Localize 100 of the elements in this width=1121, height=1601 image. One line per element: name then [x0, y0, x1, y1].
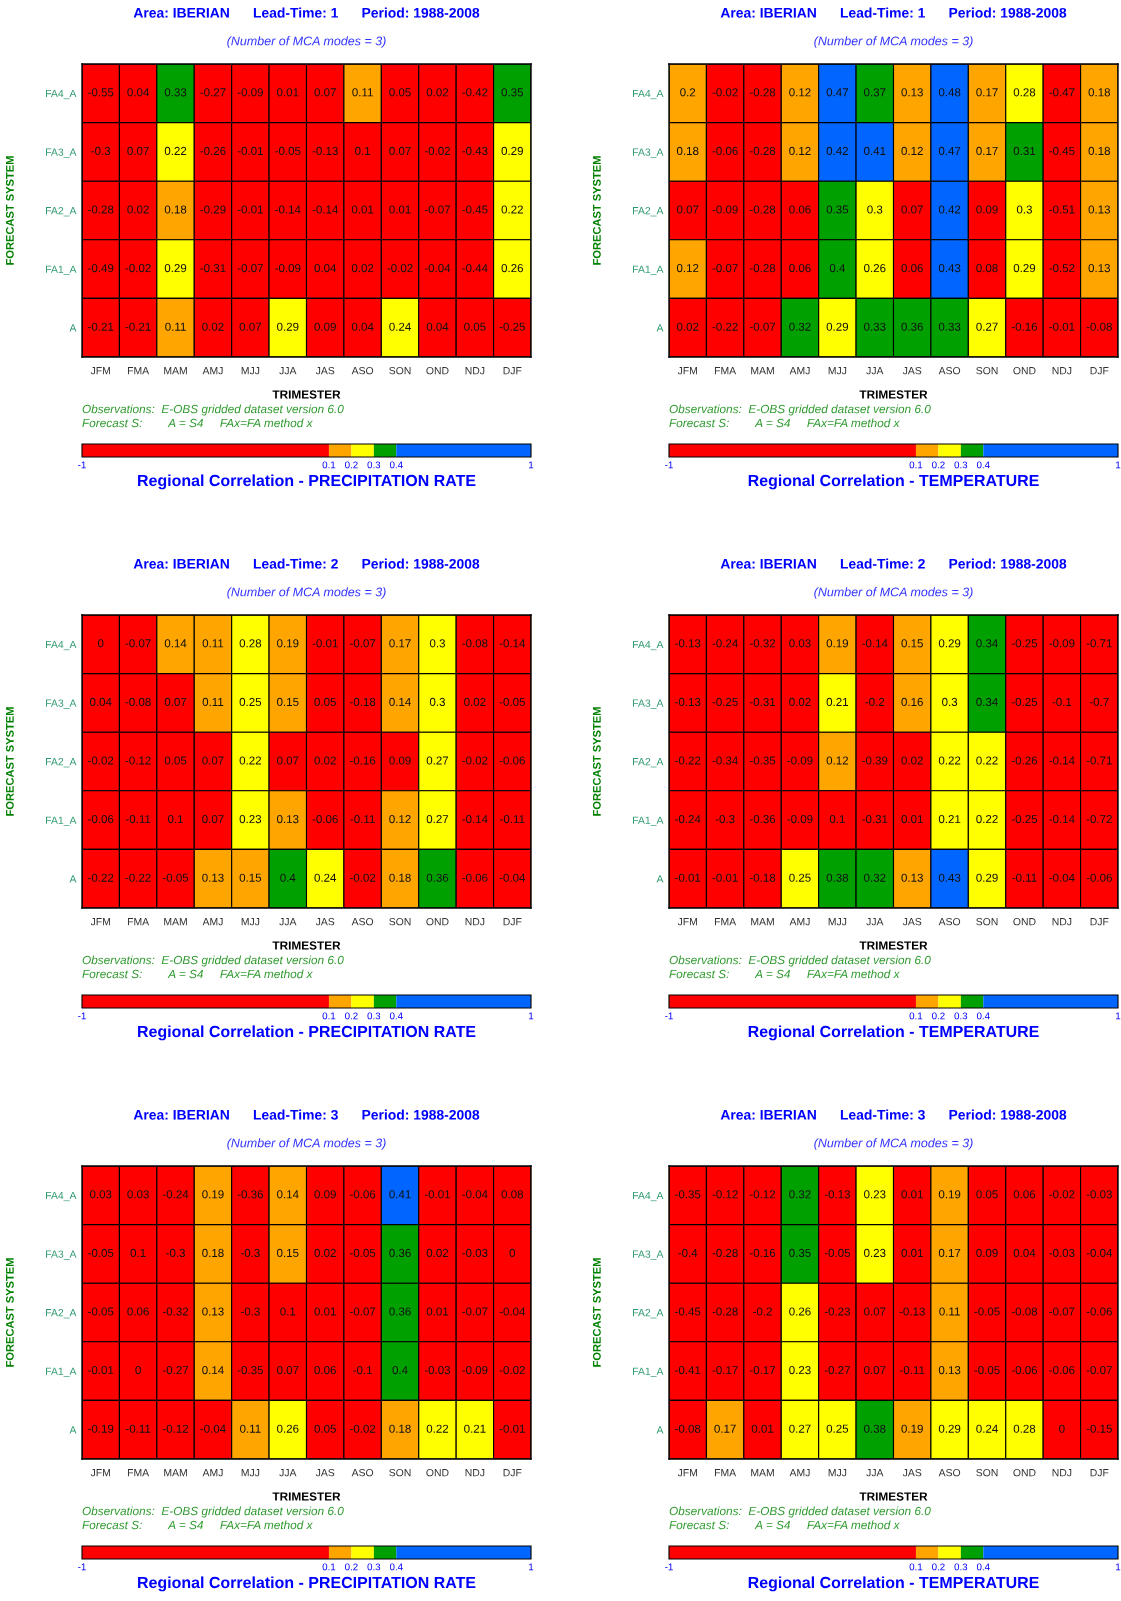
data-label: -0.16	[749, 1248, 776, 1257]
x-tick-label: AMJ	[789, 918, 810, 926]
data-label: -0.3	[715, 815, 735, 824]
data-label: 0.27	[426, 756, 449, 765]
data-label: -0.07	[125, 639, 151, 648]
data-label: -0.39	[862, 756, 888, 765]
x-tick-label: OND	[426, 1469, 449, 1477]
data-label: -0.34	[712, 756, 738, 765]
data-label: 0.43	[938, 873, 961, 882]
data-label: 0.27	[976, 322, 998, 331]
data-label: 0.18	[1088, 88, 1111, 97]
data-label: -0.05	[499, 697, 525, 706]
data-label: -0.51	[1049, 205, 1075, 214]
data-label: 0.36	[426, 873, 449, 882]
data-label: -0.18	[749, 873, 776, 882]
data-label: 0.06	[789, 264, 811, 273]
x-tick-label: FMA	[127, 367, 150, 375]
data-label: 0.11	[202, 639, 224, 648]
color-bar-label: 0.3	[954, 461, 968, 469]
x-tick-label: AMJ	[789, 367, 810, 375]
data-label: -0.24	[712, 639, 738, 648]
data-label: -0.21	[88, 322, 114, 331]
data-label: -0.07	[749, 322, 776, 331]
data-label: -0.25	[1011, 815, 1038, 824]
data-label: -0.02	[1049, 1190, 1075, 1199]
x-tick-label: AMJ	[202, 918, 223, 926]
data-label: 0.01	[901, 815, 923, 824]
data-label: 0.43	[938, 264, 961, 273]
y-tick-label: FA1_A	[46, 816, 77, 826]
x-tick-label: MAM	[164, 918, 187, 926]
data-label: 0.12	[789, 88, 811, 97]
data-label: 0.07	[314, 88, 336, 97]
data-label: 0.1	[280, 1307, 296, 1316]
data-label: -0.05	[88, 1307, 114, 1316]
y-tick-label: FA4_A	[46, 640, 77, 651]
data-label: 0.25	[789, 873, 811, 882]
color-bar-title: Regional Correlation - TEMPERATURE	[748, 1025, 1039, 1041]
data-label: 0.35	[501, 88, 524, 97]
data-label: 0.13	[1088, 264, 1110, 273]
data-label: -0.24	[162, 1190, 189, 1199]
data-label: 0.04	[426, 322, 449, 331]
color-bar-label: 1	[529, 461, 534, 469]
chart-title: Area: IBERIAN Lead-Time: 2 Period: 1988-2008	[133, 558, 480, 569]
data-label: 0.26	[277, 1424, 299, 1433]
data-label: 0.38	[864, 1424, 886, 1433]
x-tick-label: JAS	[902, 918, 922, 926]
data-label: -0.03	[1086, 1190, 1112, 1199]
data-label: -0.72	[1086, 815, 1112, 824]
color-bar-label: 0.3	[954, 1563, 968, 1571]
data-label: -0.11	[125, 815, 151, 824]
data-label: -0.02	[350, 873, 376, 882]
data-label: -0.04	[499, 873, 526, 882]
data-label: 0.22	[239, 756, 262, 765]
y-axis-title: FORECAST SYSTEM	[592, 156, 601, 265]
x-tick-label: DJF	[1090, 367, 1109, 375]
data-label: 0.14	[202, 1366, 224, 1375]
data-label: 0.05	[464, 322, 486, 331]
text: Forecast S: A = S4 FAx=FA method x	[669, 418, 900, 428]
data-label: 0.03	[89, 1190, 112, 1199]
y-tick-label: FA1_A	[633, 265, 664, 275]
y-tick-label: A	[69, 875, 77, 883]
data-label: 0.06	[1013, 1190, 1036, 1199]
color-bar-label: 1	[529, 1012, 534, 1020]
data-label: 0.06	[901, 264, 923, 273]
x-tick-label: JAS	[315, 367, 335, 375]
data-label: 0.15	[901, 639, 923, 648]
x-tick-label: JJA	[866, 1469, 884, 1477]
data-label: -0.19	[88, 1424, 114, 1433]
data-label: -0.55	[88, 88, 114, 97]
x-axis-title: TRIMESTER	[272, 1492, 341, 1501]
data-label: -0.45	[675, 1307, 701, 1316]
y-axis-title: FORECAST SYSTEM	[592, 707, 601, 816]
data-label: -0.06	[312, 815, 338, 824]
data-label: 0.09	[314, 322, 336, 331]
color-bar-label: 0.2	[932, 461, 945, 469]
data-label: 0.13	[901, 873, 923, 882]
data-label: -0.25	[499, 322, 525, 331]
x-tick-label: OND	[1013, 367, 1036, 375]
data-label: 0.23	[239, 815, 262, 824]
y-tick-label: FA3_A	[633, 148, 664, 158]
data-label: 0.37	[864, 88, 886, 97]
data-label: -0.23	[824, 1307, 851, 1316]
data-label: 0.41	[864, 146, 886, 155]
y-tick-label: FA3_A	[46, 699, 77, 709]
data-label: 0.23	[789, 1366, 811, 1375]
data-label: -0.02	[462, 756, 488, 765]
data-label: 0.27	[789, 1424, 811, 1433]
x-tick-label: NDJ	[465, 1469, 485, 1477]
data-label: 0.09	[314, 1190, 336, 1199]
x-tick-label: OND	[1013, 1469, 1036, 1477]
data-label: -0.32	[749, 639, 776, 648]
x-tick-label: MAM	[751, 918, 774, 926]
data-label: -0.14	[1049, 815, 1075, 824]
text: Forecast S: A = S4 FAx=FA method x	[82, 1520, 313, 1530]
color-bar-label: 0.1	[909, 1012, 923, 1020]
data-label: 0.08	[976, 264, 998, 273]
data-label: -0.44	[462, 264, 488, 273]
data-label: 0.24	[314, 873, 337, 882]
data-label: 0.4	[280, 873, 296, 882]
data-label: -0.71	[1086, 756, 1112, 765]
